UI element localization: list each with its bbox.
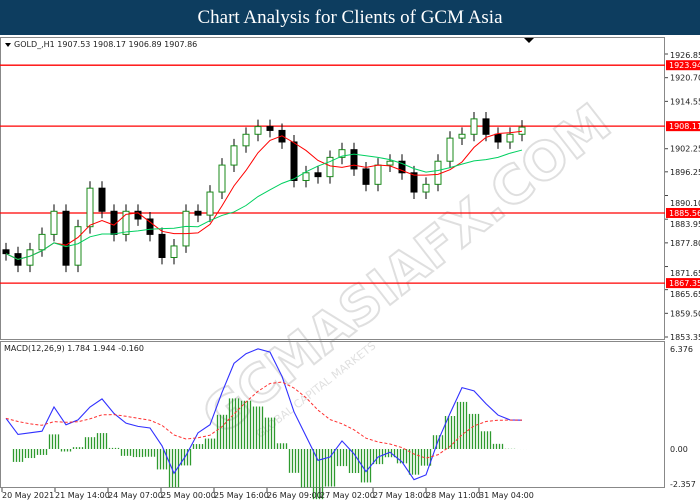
candle-body — [62, 210, 70, 266]
level-price-label: 1923.94 — [669, 61, 700, 70]
y-tick-label: 1902.25 — [670, 145, 700, 154]
candle-body — [38, 233, 46, 251]
candle-body — [338, 149, 346, 158]
x-tick-label: 27 May 02:00 — [320, 491, 375, 500]
candle-body — [170, 245, 178, 258]
price-panel — [0, 37, 665, 340]
watermark-text: GCMASIAFX.COM — [192, 93, 622, 448]
candle-body — [254, 126, 262, 135]
candle-body — [122, 210, 130, 235]
candle-body — [26, 249, 34, 266]
y-tick-label: 1926.85 — [670, 51, 700, 60]
candle-body — [446, 137, 454, 162]
candle-body — [374, 164, 382, 185]
candle-body — [482, 118, 490, 135]
candle-body — [470, 118, 478, 135]
y-tick-label: 1865.65 — [670, 290, 700, 299]
macd-y-tick-label: -2.357 — [670, 480, 696, 489]
candle-body — [242, 133, 250, 147]
candle-body — [50, 210, 58, 235]
candle-body — [350, 149, 358, 170]
macd-panel — [0, 341, 665, 488]
x-tick-label: 25 May 00:00 — [161, 491, 216, 500]
y-tick-label: 1883.95 — [670, 220, 700, 229]
candle-body — [206, 191, 214, 216]
x-tick-label: 20 May 2021 — [2, 491, 54, 500]
y-tick-label: 1890.10 — [670, 199, 700, 208]
candle-body — [314, 172, 322, 178]
candle-body — [230, 145, 238, 166]
candle-body — [506, 133, 514, 143]
candle-body — [362, 168, 370, 185]
level-price-label: 1867.35 — [669, 279, 700, 288]
x-tick-label: 28 May 11:00 — [426, 491, 481, 500]
x-tick-label: 27 May 18:00 — [373, 491, 428, 500]
macd-y-tick-label: 0.00 — [670, 445, 688, 454]
candle-body — [494, 133, 502, 143]
candle-body — [326, 156, 334, 178]
x-tick-label: 25 May 16:00 — [214, 491, 269, 500]
signal-line — [5, 381, 523, 459]
candle-body — [386, 160, 394, 166]
candle-body — [158, 233, 166, 258]
macd-y-tick-label: 6.376 — [670, 345, 693, 354]
level-price-tag — [666, 278, 700, 289]
x-tick-label: 31 May 04:00 — [479, 491, 534, 500]
y-tick-label: 1853.35 — [670, 333, 700, 342]
trading-chart: GCMASIAFX.COM GLOBAL CAPITAL MARKETS GOL… — [0, 37, 700, 500]
x-tick-label: 21 May 14:00 — [55, 491, 110, 500]
candle-body — [194, 210, 202, 216]
candle-body — [302, 172, 310, 181]
candle-body — [2, 249, 10, 255]
y-tick-label: 1871.65 — [670, 269, 700, 278]
candle-body — [74, 226, 82, 266]
x-tick-label: 24 May 07:00 — [108, 491, 163, 500]
y-tick-label: 1896.25 — [670, 168, 700, 177]
y-tick-label: 1914.55 — [670, 97, 700, 106]
slow-ma-line — [5, 149, 523, 260]
candle-body — [86, 187, 94, 228]
chart-shift-marker — [524, 38, 534, 43]
candle-body — [266, 126, 274, 131]
watermark: GCMASIAFX.COM GLOBAL CAPITAL MARKETS — [191, 92, 623, 449]
level-price-tag — [666, 121, 700, 132]
candle-body — [434, 160, 442, 185]
y-tick-label: 1859.50 — [670, 309, 700, 318]
level-price-label: 1908.11 — [669, 122, 700, 131]
candle-body — [98, 187, 106, 212]
candle-body — [410, 172, 418, 193]
page-title: Chart Analysis for Clients of GCM Asia — [0, 0, 700, 35]
x-tick-label: 26 May 09:00 — [267, 491, 322, 500]
level-price-tag — [666, 207, 700, 218]
candle-body — [422, 183, 430, 193]
candle-body — [518, 126, 526, 135]
candle-body — [290, 141, 298, 181]
dropdown-icon[interactable] — [5, 43, 11, 47]
y-tick-label: 1920.70 — [670, 74, 700, 83]
y-tick-label: 1877.80 — [670, 239, 700, 248]
macd-header: MACD(12,26,9) 1.784 1.944 -0.160 — [4, 344, 144, 353]
level-price-label: 1885.56 — [669, 209, 700, 218]
candle-body — [218, 164, 226, 193]
level-price-tag — [666, 60, 700, 71]
fast-ma-line — [5, 130, 523, 260]
candle-body — [398, 160, 406, 174]
candle-body — [458, 133, 466, 139]
candle-body — [146, 218, 154, 235]
macd-line — [5, 348, 523, 481]
candle-body — [182, 210, 190, 247]
price-header: GOLD_,H1 1907.53 1908.17 1906.89 1907.86 — [14, 40, 197, 49]
